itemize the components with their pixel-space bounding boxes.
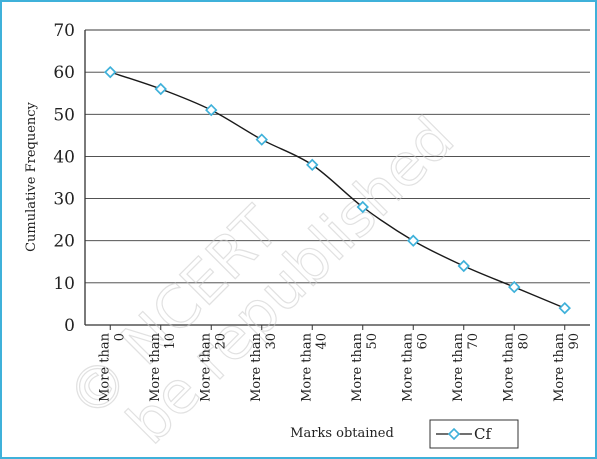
gridlines — [84, 29, 590, 326]
x-tick-label: More than90 — [552, 332, 582, 402]
x-axis-ticks: More than0 More than10 More than20 More tha… — [97, 325, 582, 402]
y-tick-label: 20 — [53, 232, 75, 252]
x-tick-label: More than40 — [299, 332, 329, 402]
x-tick-label: More than80 — [501, 332, 531, 402]
legend: Cf — [429, 419, 519, 449]
data-point — [205, 103, 218, 117]
x-tick-label: More than0 — [97, 332, 127, 402]
x-tick-label: More than50 — [350, 332, 380, 402]
legend-marker — [447, 427, 461, 441]
data-point — [356, 200, 369, 214]
y-axis-label: Cumulative Frequency — [24, 101, 39, 251]
series-group — [104, 65, 571, 315]
y-tick-label: 30 — [53, 190, 75, 210]
x-tick-label: More than70 — [451, 332, 481, 402]
data-point — [407, 234, 420, 247]
x-tick-label: More than60 — [400, 332, 430, 402]
y-tick-label: 40 — [53, 147, 75, 167]
data-point — [508, 280, 521, 294]
legend-label: Cf — [474, 425, 492, 443]
x-tick-label: More than30 — [249, 332, 279, 402]
x-axis-label: Marks obtained — [290, 426, 394, 441]
data-point — [154, 82, 167, 96]
y-tick-label: 60 — [53, 63, 75, 83]
data-point — [104, 65, 117, 79]
y-tick-label: 50 — [53, 105, 75, 125]
data-point — [558, 301, 571, 315]
y-tick-label: 0 — [64, 316, 75, 336]
legend-box — [429, 419, 519, 449]
y-axis-ticks: 0 10 20 30 40 50 60 70 — [53, 21, 75, 336]
data-point — [306, 158, 319, 172]
series-line — [110, 71, 566, 309]
x-tick-label: More than20 — [198, 332, 228, 402]
data-point — [255, 133, 268, 146]
y-tick-label: 70 — [53, 21, 75, 41]
data-point — [457, 259, 470, 273]
y-tick-label: 10 — [53, 274, 75, 294]
x-tick-label: More than10 — [148, 332, 178, 402]
